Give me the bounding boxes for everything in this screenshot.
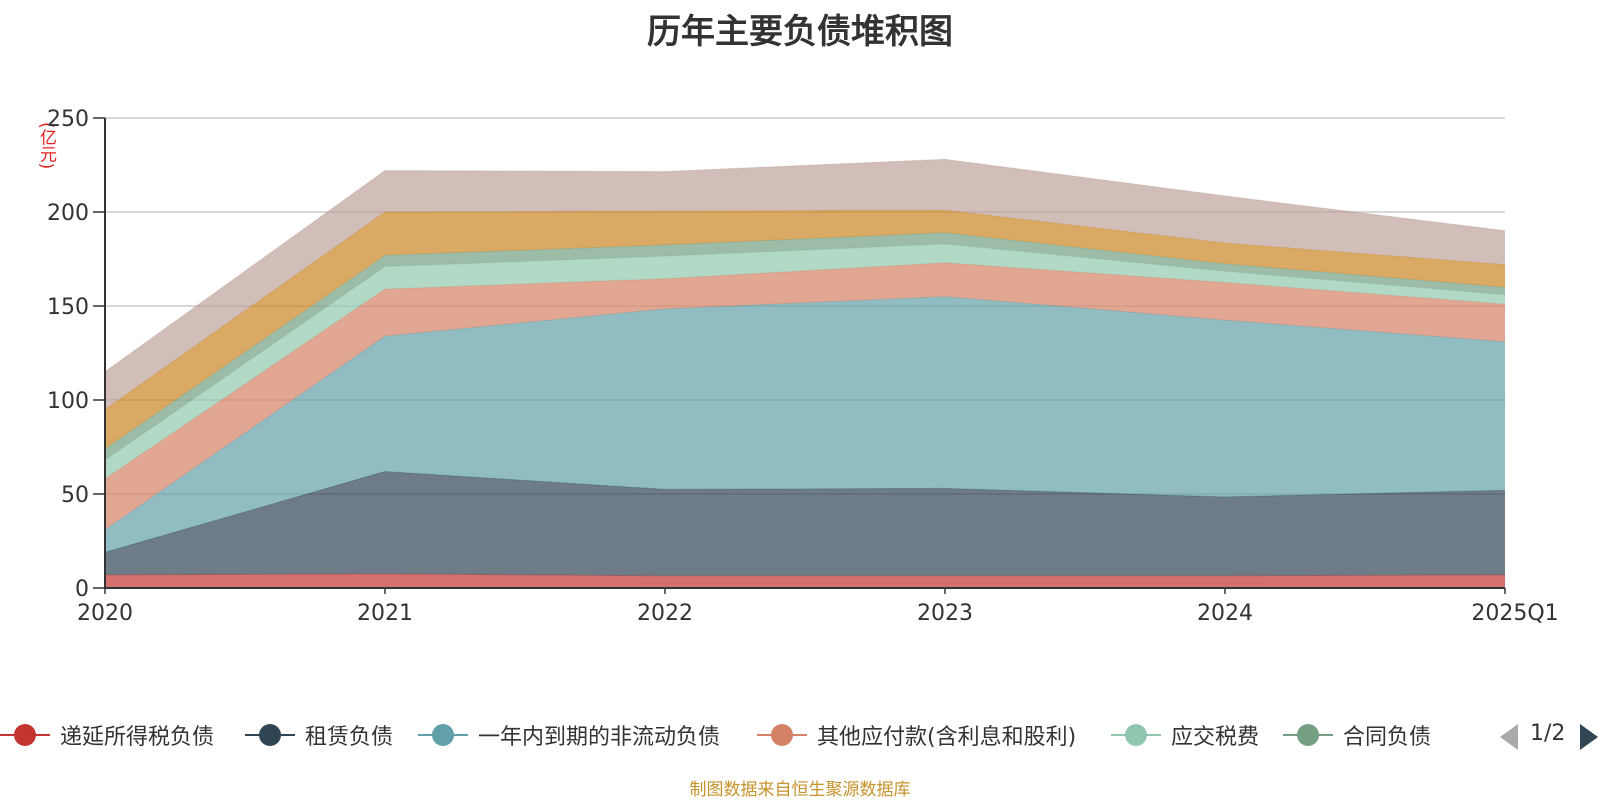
- pager-next-icon[interactable]: [1580, 724, 1598, 750]
- y-tick-label: 150: [47, 295, 89, 320]
- x-tick-label: 2022: [637, 601, 693, 626]
- pager-prev-icon[interactable]: [1500, 724, 1518, 750]
- y-tick-label: 0: [75, 577, 89, 602]
- legend-label: 租赁负债: [305, 725, 394, 750]
- legend-marker-icon: [1111, 715, 1161, 755]
- legend-label: 一年内到期的非流动负债: [478, 725, 721, 750]
- area-series-7: [105, 159, 1505, 410]
- legend-marker-icon: [1283, 715, 1333, 755]
- legend-item[interactable]: 一年内到期的非流动负债: [418, 715, 720, 755]
- legend-label: 其他应付款(含利息和股利): [817, 725, 1077, 750]
- area-series-1: [105, 471, 1505, 576]
- tick-labels: 0 50 100 150 200 250 2020 2021 2022 2023 2024 2025Q…: [47, 107, 1559, 626]
- x-tick-label: 2023: [917, 601, 973, 626]
- legend-marker-icon: [757, 715, 807, 755]
- legend-item[interactable]: 应交税费: [1111, 715, 1259, 755]
- area-series-edge-7: [104, 158, 1506, 373]
- y-tick-label: 50: [61, 483, 89, 508]
- legend-pager: 1/2: [1500, 715, 1600, 755]
- legend: 递延所得税负债 租赁负债 一年内到期的非流动负债 其他应付款(含利息和股利) 应交税费 合…: [0, 715, 1600, 755]
- y-tick-label: 250: [47, 107, 89, 132]
- y-tick-label: 200: [47, 201, 89, 226]
- legend-marker-icon: [418, 715, 468, 755]
- area-series-2: [105, 296, 1505, 553]
- pager-page-text: 1/2: [1530, 721, 1566, 746]
- legend-item[interactable]: 租赁负债: [245, 715, 393, 755]
- x-tick-label: 2024: [1197, 601, 1253, 626]
- x-tick-label: 2020: [77, 601, 133, 626]
- area-series: [104, 158, 1506, 588]
- legend-marker-icon: [245, 715, 295, 755]
- axes: [93, 117, 1506, 594]
- y-tick-label: 100: [47, 389, 89, 414]
- x-tick-label: 2021: [357, 601, 413, 626]
- legend-item[interactable]: 合同负债: [1283, 715, 1431, 755]
- y-axis-unit: (亿元): [36, 122, 56, 170]
- legend-item[interactable]: 递延所得税负债: [0, 715, 214, 755]
- x-tick-label: 2025Q1: [1471, 601, 1558, 626]
- legend-label: 递延所得税负债: [60, 725, 215, 750]
- legend-item[interactable]: 其他应付款(含利息和股利): [757, 715, 1076, 755]
- area-series-0: [105, 573, 1505, 588]
- stacked-area-chart: 0 50 100 150 200 250 2020 2021 2022 2023 2024 2025Q…: [47, 107, 1559, 626]
- source-note: 制图数据来自恒生聚源数据库: [689, 780, 911, 800]
- legend-label: 合同负债: [1343, 725, 1432, 750]
- legend-marker-icon: [0, 715, 50, 755]
- chart-title: 历年主要负债堆积图: [647, 12, 953, 52]
- legend-label: 应交税费: [1171, 725, 1260, 750]
